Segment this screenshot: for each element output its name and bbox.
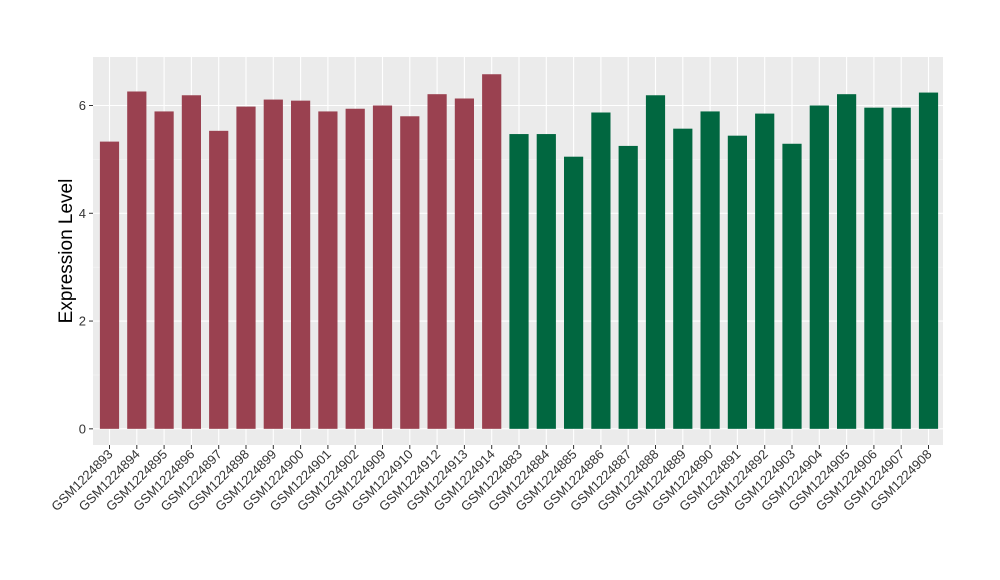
bar: [891, 107, 911, 429]
bar: [837, 94, 857, 429]
bar: [263, 99, 283, 429]
bar: [454, 98, 474, 429]
bar: [209, 130, 229, 429]
bar: [154, 111, 174, 429]
y-axis: 0 2 4 6: [79, 98, 93, 436]
bar: [509, 134, 529, 429]
bar: [564, 156, 584, 429]
bar: [809, 105, 829, 429]
bars: [99, 74, 939, 429]
y-tick-label: 6: [79, 98, 86, 113]
bar: [645, 95, 666, 429]
bar: [591, 112, 611, 429]
bar: [127, 91, 147, 429]
bar: [864, 107, 884, 429]
y-tick-label: 2: [79, 314, 86, 329]
x-axis: GSM1224893GSM1224894GSM1224895GSM1224896…: [48, 445, 935, 514]
bar: [482, 74, 502, 429]
bar: [782, 143, 802, 429]
y-tick-label: 0: [79, 421, 86, 436]
bar: [536, 134, 556, 429]
bar: [99, 141, 120, 429]
bar: [291, 100, 311, 429]
bar: [673, 128, 693, 429]
bar: [345, 108, 365, 429]
bar: [727, 135, 747, 429]
bar: [918, 92, 939, 429]
bar: [400, 116, 420, 429]
bar: [755, 113, 775, 429]
bar: [618, 145, 638, 429]
y-tick-label: 4: [79, 206, 86, 221]
bar: [427, 94, 447, 429]
bar: [372, 105, 393, 429]
bar: [700, 111, 720, 429]
y-axis-title: Expression Level: [56, 179, 77, 324]
bar: [236, 106, 256, 429]
bar: [181, 95, 201, 429]
bar: [318, 111, 338, 429]
